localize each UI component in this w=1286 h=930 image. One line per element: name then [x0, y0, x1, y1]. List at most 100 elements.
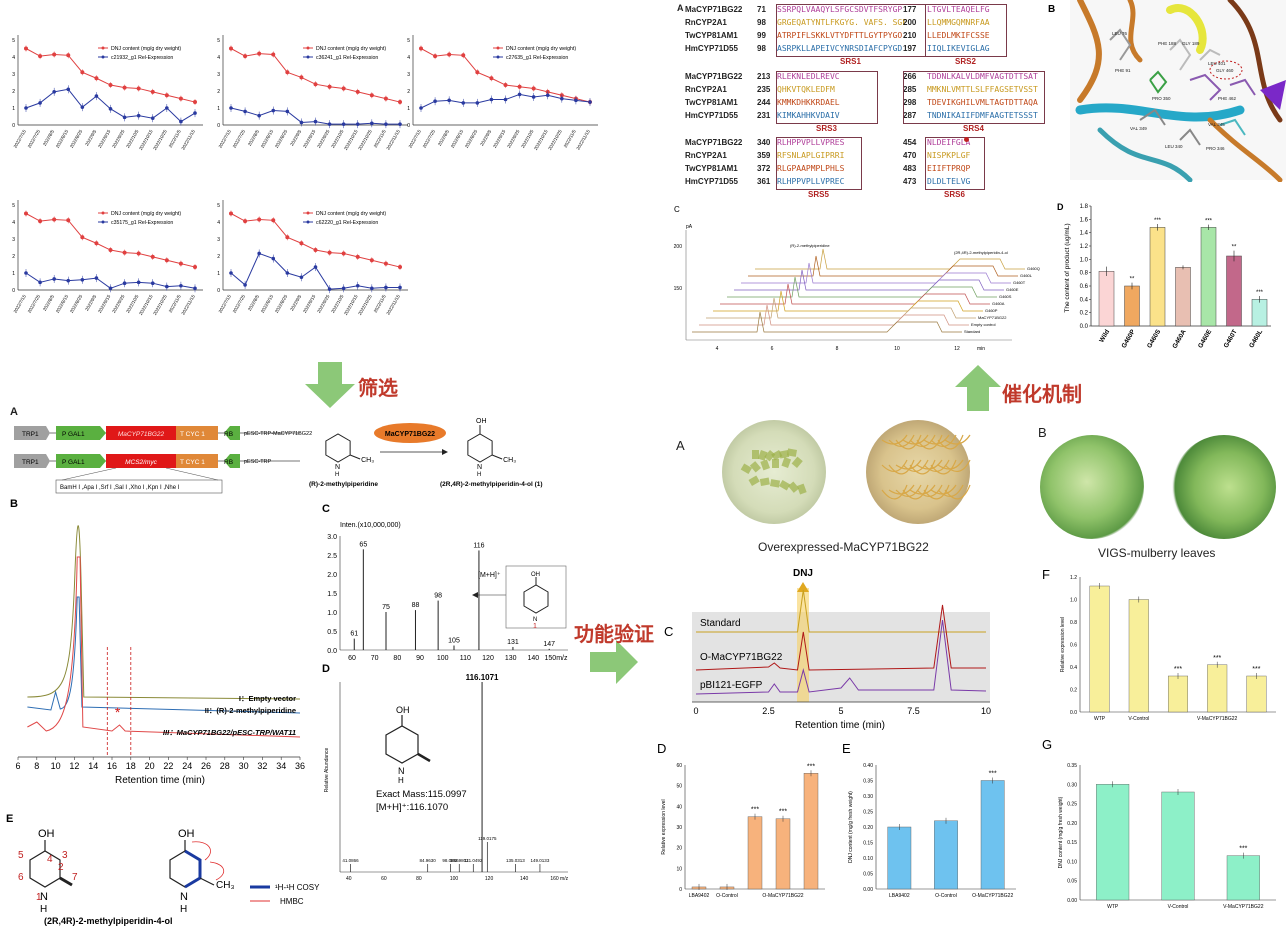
construct-panel: A TRP1 P GAL1 MaCYP71BG22 T CYC 1 RB pESC-TRP… — [0, 400, 590, 500]
residue-stick — [1189, 73, 1222, 101]
bar — [1128, 599, 1149, 713]
gene-point — [52, 90, 56, 94]
callus-piece — [772, 459, 779, 468]
peak-label: 61 — [350, 631, 358, 638]
seq-fragment: RFSNLAPLGIPRRI — [777, 151, 845, 160]
callus-piece — [797, 483, 807, 495]
peak-label: 75 — [382, 604, 390, 611]
x-tick-label: 2022/8/25 — [274, 294, 289, 314]
seq-fragment: NLDEIFGLA — [927, 138, 971, 147]
nh-label: H — [398, 776, 404, 785]
srs-box — [776, 4, 926, 57]
x-tick-label: 140 — [520, 876, 529, 882]
gene-point — [503, 97, 508, 102]
x-tick-label: 2022/8/5 — [247, 294, 260, 312]
x-tick-label: 2022/7/15 — [218, 294, 233, 314]
dnj-point — [243, 219, 248, 224]
residue-stick — [1229, 78, 1256, 96]
srs-label: SRS1 — [840, 57, 861, 66]
oh-label: OH — [38, 828, 55, 840]
hairy-root-strand — [937, 459, 964, 470]
seq-fragment: IIQLIKEVIGLAG — [927, 44, 990, 53]
callus-piece — [759, 477, 770, 486]
dnj-point — [178, 261, 183, 266]
sites-leader — [165, 467, 219, 481]
dnj-point — [257, 217, 262, 222]
x-tick-label: 10 — [981, 706, 991, 716]
y-tick-label: 2.5 — [327, 553, 337, 560]
gene-point — [243, 283, 247, 287]
bar — [1096, 784, 1130, 901]
bar — [1207, 664, 1228, 713]
bar — [1246, 675, 1267, 713]
seq-start: 197 — [903, 44, 917, 53]
y-tick-label: 1 — [12, 271, 15, 277]
gene-point — [179, 283, 183, 288]
x-tick-label: 10 — [894, 346, 900, 352]
docking-background — [1070, 0, 1286, 180]
x-tick-label: 22 — [163, 761, 173, 771]
gene-point — [136, 280, 141, 285]
seq-fragment: LLEDLMKIFCSSE — [927, 31, 990, 40]
sites-leader — [61, 467, 117, 481]
callus-piece — [764, 450, 776, 462]
dnj-point — [299, 241, 304, 246]
seq-fragment: RLHPPVPLLVPRES — [777, 138, 845, 147]
significance-label: *** — [1174, 666, 1182, 673]
x-tick-label: G460S — [1146, 328, 1163, 350]
trace-substrate — [27, 596, 301, 714]
gene-point — [285, 271, 290, 275]
methyl-bond — [417, 752, 431, 763]
residue-stick — [1109, 28, 1132, 61]
y-tick-label: 0.30 — [863, 794, 873, 800]
gene-point — [560, 96, 564, 101]
nh-label: N — [335, 464, 340, 471]
trace-label: Standard — [700, 618, 741, 629]
x-tick-label: 60 — [348, 655, 356, 662]
x-tick-label: 70 — [371, 655, 379, 662]
dnj-point — [475, 70, 480, 75]
hairy-root-strand — [895, 434, 922, 450]
x-tick-label: 80 — [393, 655, 401, 662]
legend-marker-gene — [101, 55, 105, 59]
peak-minor-label: 102.9802 — [450, 858, 469, 863]
panel-label-plant-b: B — [1038, 425, 1047, 440]
dnj-point — [24, 211, 28, 216]
seq-start: 210 — [903, 31, 917, 40]
y-tick-label: 60 — [676, 763, 682, 769]
gene-point — [517, 92, 522, 97]
gene-point — [588, 100, 592, 104]
panel-label: B — [10, 498, 18, 510]
callus-piece — [748, 475, 760, 486]
methyl-bond — [349, 454, 361, 460]
hmbc-arrow — [209, 861, 224, 881]
x-tick-label: 2022/11/15 — [180, 129, 196, 151]
dnj-point — [150, 254, 155, 259]
dnj-point — [178, 96, 183, 101]
x-tick-label: 2022/9/5 — [479, 129, 492, 147]
x-tick-label: 28 — [220, 761, 230, 771]
hairy-root-strand — [923, 484, 950, 500]
y-tick-label: 1.5 — [327, 591, 337, 598]
pgal-label: P GAL1 — [62, 459, 85, 466]
y-axis-label: DNJ content (mg/g fresh weight) — [1058, 796, 1064, 868]
arrow-right-function — [590, 640, 638, 684]
seq-start: 231 — [757, 111, 771, 120]
ring-structure — [385, 725, 419, 764]
gene-point — [299, 275, 304, 280]
y-tick-label: 0.0 — [327, 648, 337, 655]
gene-point — [355, 122, 360, 126]
y-axis-label: DNJ content (mg/g fresh weight) — [848, 791, 854, 863]
nh-label: H — [40, 904, 47, 915]
x-tick-label: 40 — [346, 876, 352, 882]
y-tick-label: 0.05 — [1067, 879, 1077, 885]
trace-label: Standard — [964, 329, 980, 334]
callus-piece — [770, 479, 781, 488]
peak-label: 131 — [507, 639, 519, 646]
legend-marker-dnj — [496, 46, 500, 50]
protein-ribbon — [1077, 0, 1102, 103]
legend-dnj: DNJ content (mg/g dry weight) — [506, 46, 576, 52]
pgal-label: P GAL1 — [62, 431, 85, 438]
x-tick-label: LBA9402 — [689, 893, 710, 899]
